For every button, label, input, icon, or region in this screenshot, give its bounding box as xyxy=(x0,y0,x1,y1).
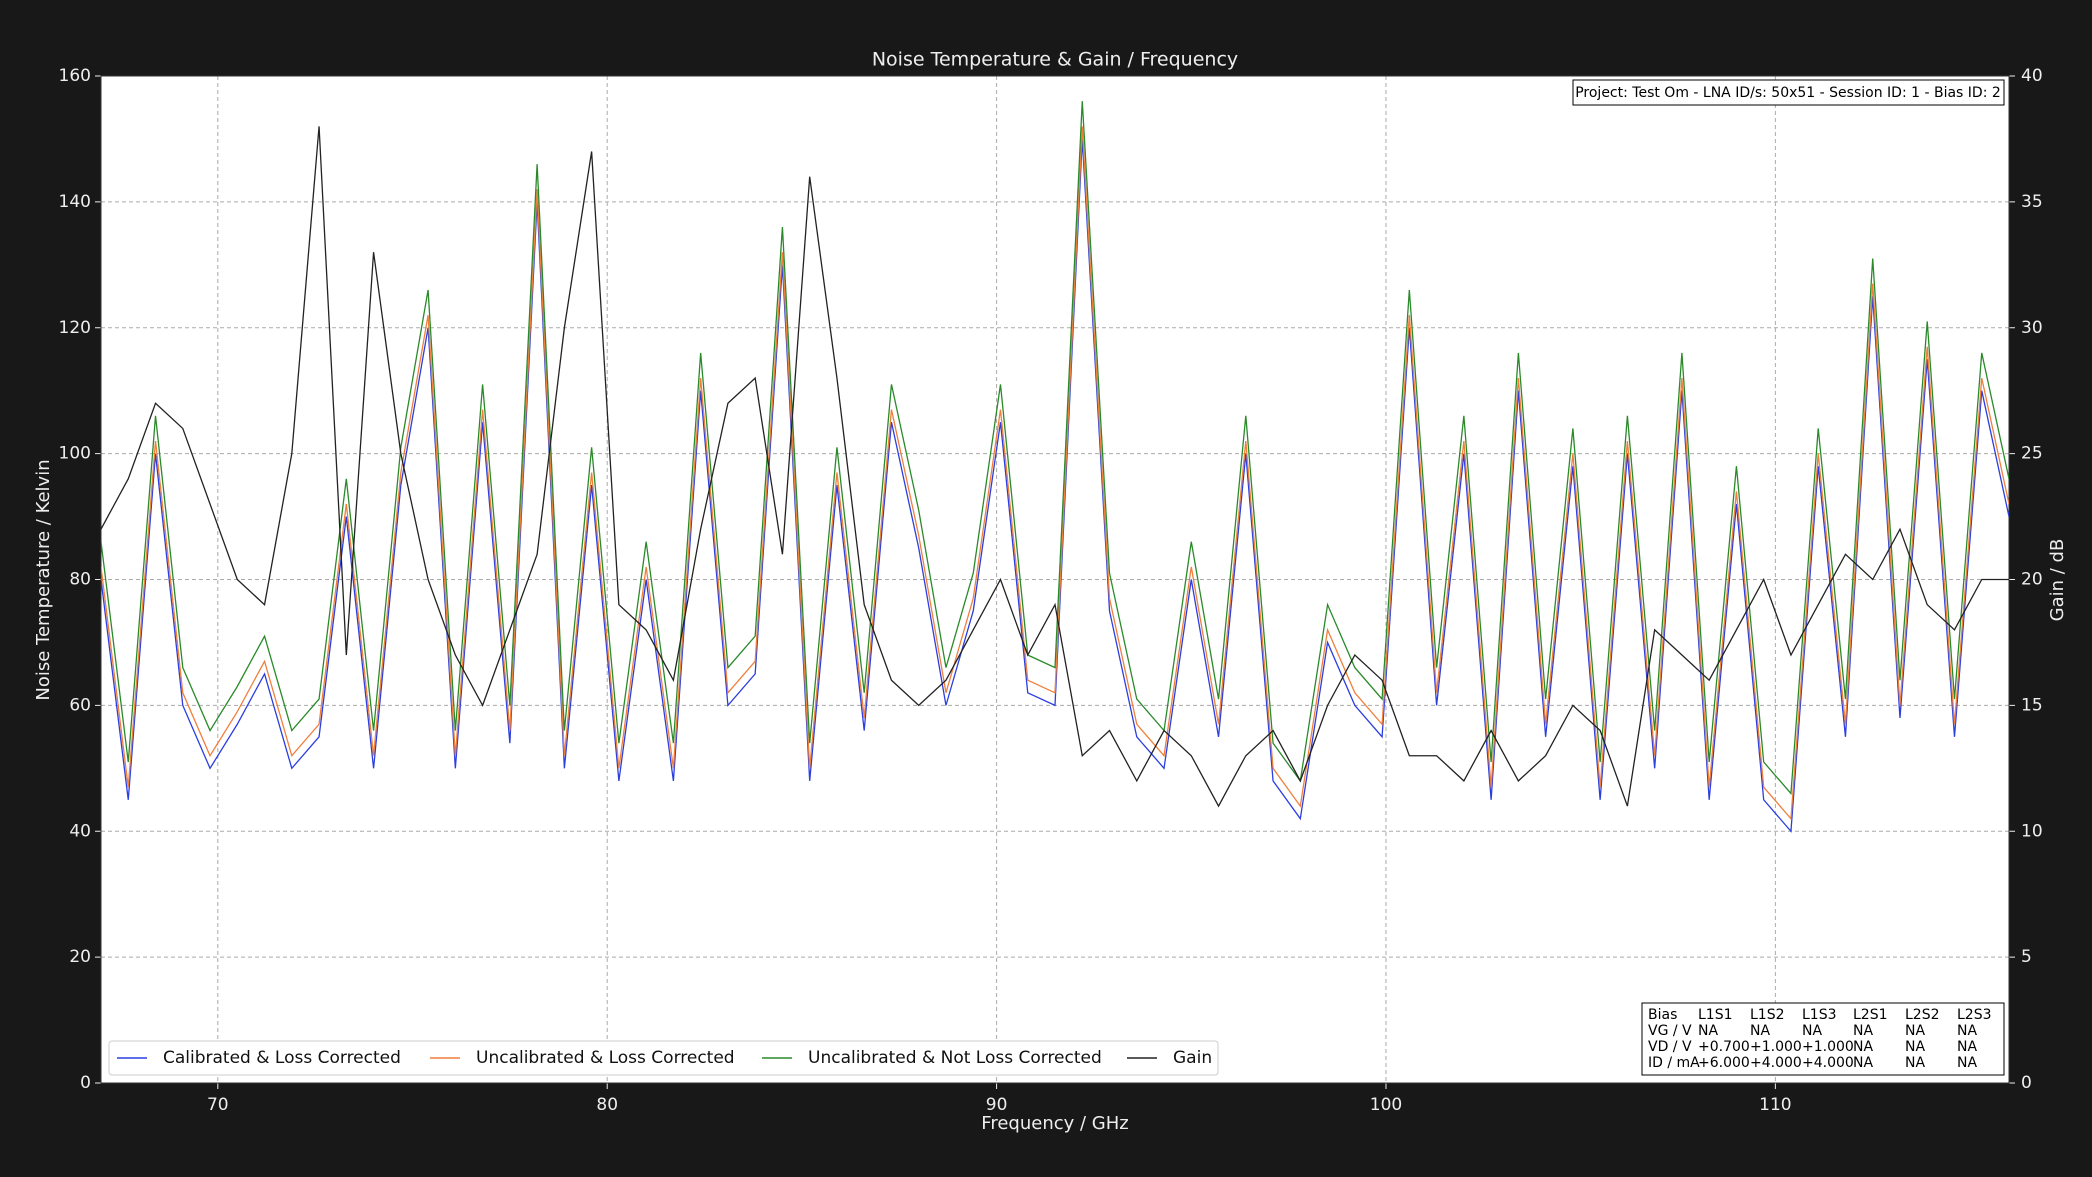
x-tick-label: 110 xyxy=(1759,1095,1791,1115)
bias-cell: +1.000 xyxy=(1802,1039,1854,1055)
bias-cell: NA xyxy=(1905,1023,1925,1039)
y2-tick-label: 15 xyxy=(2021,695,2043,715)
x-tick-label: 100 xyxy=(1370,1095,1402,1115)
bias-cell: L1S2 xyxy=(1750,1007,1785,1023)
y-tick-label: 140 xyxy=(59,192,91,212)
bias-cell: +6.000 xyxy=(1698,1055,1750,1071)
series-line xyxy=(101,101,2009,796)
x-tick-label: 70 xyxy=(207,1095,229,1115)
bias-cell: L2S2 xyxy=(1905,1007,1940,1023)
series-line xyxy=(101,126,2009,821)
bias-cell: +0.700 xyxy=(1698,1039,1750,1055)
bias-cell: Bias xyxy=(1648,1007,1677,1023)
y2-tick-label: 5 xyxy=(2021,947,2032,967)
y-axis-label: Noise Temperature / Kelvin xyxy=(33,459,54,700)
y2-tick-label: 40 xyxy=(2021,66,2043,86)
y-tick-label: 60 xyxy=(69,695,91,715)
bias-cell: +4.000 xyxy=(1802,1055,1854,1071)
bias-cell: NA xyxy=(1957,1039,1977,1055)
y2-tick-label: 35 xyxy=(2021,192,2043,212)
bias-cell: NA xyxy=(1698,1023,1718,1039)
series-line xyxy=(101,126,2009,808)
y2-tick-label: 0 xyxy=(2021,1073,2032,1093)
bias-cell: L1S1 xyxy=(1698,1007,1733,1023)
legend-label: Uncalibrated & Not Loss Corrected xyxy=(808,1048,1102,1068)
x-axis-label: Frequency / GHz xyxy=(981,1113,1128,1134)
y-tick-label: 20 xyxy=(69,947,91,967)
bias-cell: NA xyxy=(1957,1023,1977,1039)
y-tick-label: 100 xyxy=(59,444,91,464)
legend-label: Calibrated & Loss Corrected xyxy=(163,1048,401,1068)
y-tick-label: 40 xyxy=(69,821,91,841)
bias-box xyxy=(1641,1002,2005,1076)
bias-cell: NA xyxy=(1853,1055,1873,1071)
x-tick-label: 80 xyxy=(596,1095,618,1115)
bias-cell: L2S3 xyxy=(1957,1007,1992,1023)
bias-cell: NA xyxy=(1957,1055,1977,1071)
bias-cell: +1.000 xyxy=(1750,1039,1802,1055)
y-tick-label: 120 xyxy=(59,318,91,338)
series-group xyxy=(101,101,2009,833)
legend-label: Gain xyxy=(1173,1048,1212,1068)
bias-cell: ID / mA xyxy=(1648,1055,1700,1071)
bias-cell: +4.000 xyxy=(1750,1055,1802,1071)
legend-label: Uncalibrated & Loss Corrected xyxy=(476,1048,735,1068)
bias-cell: NA xyxy=(1905,1039,1925,1055)
chart-title: Noise Temperature & Gain / Frequency xyxy=(872,49,1238,71)
legend-box xyxy=(108,1040,1219,1076)
x-tick-label: 90 xyxy=(986,1095,1008,1115)
bias-cell: L2S1 xyxy=(1853,1007,1888,1023)
y2-axis-label: Gain / dB xyxy=(2047,539,2068,622)
y2-tick-label: 30 xyxy=(2021,318,2043,338)
y2-tick-label: 10 xyxy=(2021,821,2043,841)
bias-cell: NA xyxy=(1905,1055,1925,1071)
series-line xyxy=(101,138,2009,833)
y-tick-label: 80 xyxy=(69,570,91,590)
bias-cell: VG / V xyxy=(1648,1023,1692,1039)
y-tick-label: 160 xyxy=(59,66,91,86)
y2-tick-label: 20 xyxy=(2021,570,2043,590)
bias-cell: VD / V xyxy=(1648,1039,1692,1055)
bias-cell: NA xyxy=(1853,1023,1873,1039)
bias-cell: NA xyxy=(1853,1039,1873,1055)
y2-tick-label: 25 xyxy=(2021,444,2043,464)
bias-cell: NA xyxy=(1750,1023,1770,1039)
project-box xyxy=(1572,79,2005,106)
bias-cell: NA xyxy=(1802,1023,1822,1039)
project-text: Project: Test Om - LNA ID/s: 50x51 - Ses… xyxy=(1575,85,2001,101)
y-tick-label: 0 xyxy=(80,1073,91,1093)
bias-cell: L1S3 xyxy=(1802,1007,1837,1023)
